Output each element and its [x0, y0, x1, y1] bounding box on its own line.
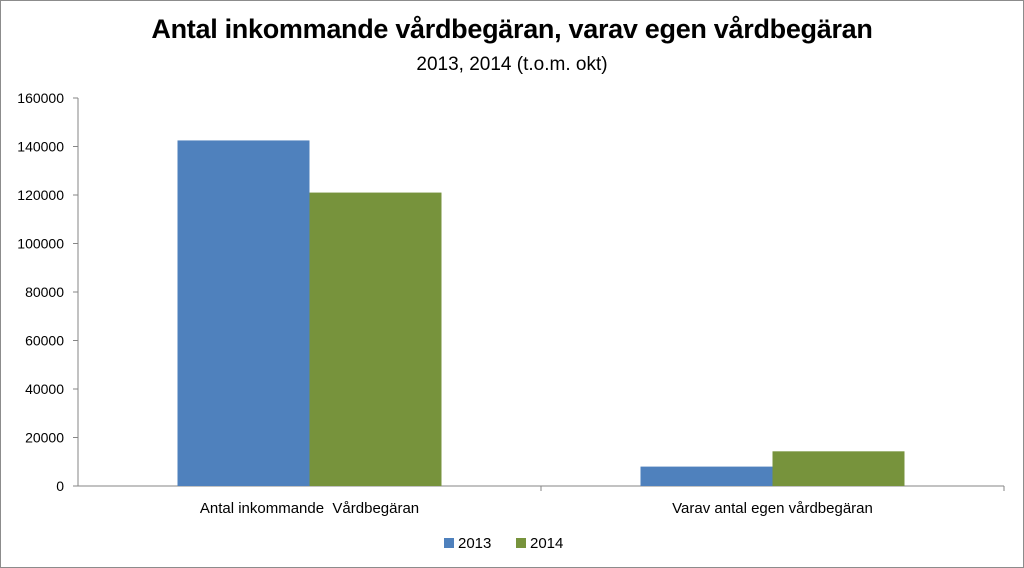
- legend-label-2014: 2014: [530, 535, 563, 552]
- y-tick-label: 100000: [17, 236, 64, 252]
- y-tick-label: 60000: [25, 333, 64, 349]
- y-tick-label: 0: [56, 478, 64, 494]
- category-labels: Antal inkommande Vårdbegäran Varav antal …: [200, 486, 1005, 517]
- bar-2013-1: [177, 140, 310, 486]
- legend-swatch-2014: [516, 538, 526, 548]
- y-axis-ticks: 0 20000 40000 60000 80000 100000 120000 140000 1…: [17, 90, 78, 494]
- y-tick-label: 40000: [25, 381, 64, 397]
- bars: [177, 140, 905, 486]
- category-label: Antal inkommande Vårdbegäran: [200, 500, 419, 517]
- y-tick-label: 160000: [17, 90, 64, 106]
- legend-swatch-2013: [444, 538, 454, 548]
- chart-subtitle: 2013, 2014 (t.o.m. okt): [416, 54, 608, 75]
- chart-title: Antal inkommande vårdbegäran, varav egen…: [151, 14, 873, 44]
- category-label: Varav antal egen vårdbegäran: [672, 500, 873, 517]
- bar-2014-1: [309, 192, 442, 486]
- legend: 2013 2014: [444, 535, 563, 552]
- y-tick-label: 120000: [17, 187, 64, 203]
- legend-label-2013: 2013: [458, 535, 491, 552]
- bar-2013-2: [640, 466, 773, 486]
- bar-2014-2: [772, 451, 905, 486]
- y-tick-label: 80000: [25, 284, 64, 300]
- y-tick-label: 20000: [25, 430, 64, 446]
- y-tick-label: 140000: [17, 139, 64, 155]
